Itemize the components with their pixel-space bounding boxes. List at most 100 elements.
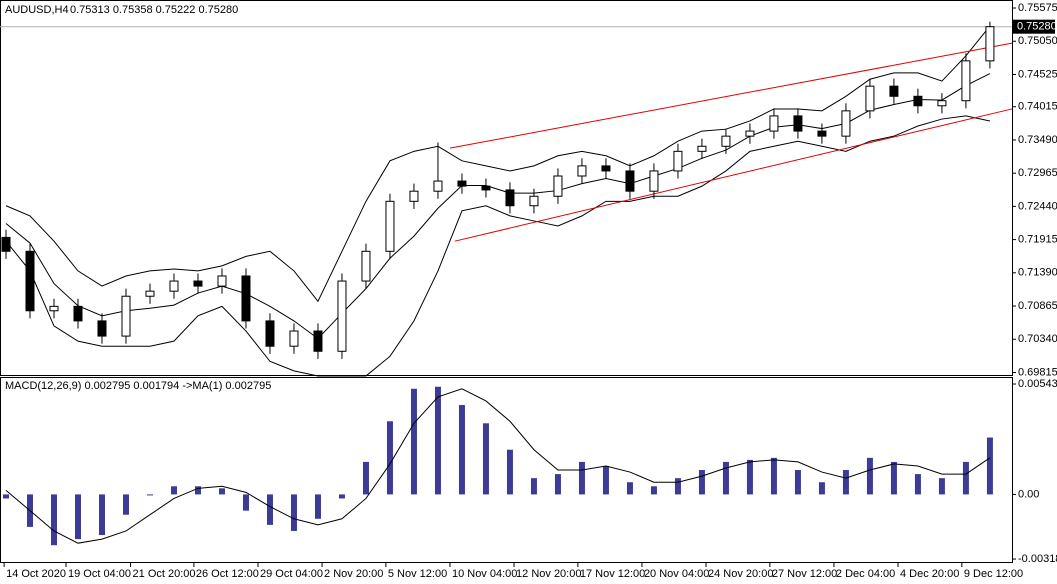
candle-body bbox=[433, 180, 443, 192]
candle-body bbox=[241, 275, 251, 322]
candle-body bbox=[721, 135, 731, 147]
x-tick-label: 19 Oct 04:00 bbox=[68, 568, 131, 580]
candle-body bbox=[697, 145, 707, 152]
x-tick-label: 5 Nov 12:00 bbox=[388, 568, 447, 580]
macd-bar bbox=[506, 449, 513, 495]
candle-body bbox=[625, 170, 635, 192]
y-tick-label: 0.005433 bbox=[1018, 378, 1057, 390]
candle-body bbox=[409, 190, 419, 202]
y-tick-label: 0.70865 bbox=[1018, 300, 1057, 312]
macd-bar bbox=[698, 470, 705, 495]
candle-body bbox=[865, 85, 875, 112]
candle-body bbox=[217, 275, 227, 287]
x-tick-label: 20 Nov 04:00 bbox=[644, 568, 709, 580]
macd-bar bbox=[194, 486, 201, 495]
macd-bar bbox=[530, 478, 537, 495]
band-middle bbox=[5, 73, 991, 340]
channel-line bbox=[454, 108, 1013, 242]
y-tick-label: 0.74525 bbox=[1018, 68, 1057, 80]
candle-body bbox=[649, 170, 659, 192]
candle-body bbox=[913, 95, 923, 107]
macd-bar bbox=[938, 478, 945, 495]
candle-body bbox=[145, 290, 155, 297]
x-tick-label: 24 Nov 20:00 bbox=[708, 568, 773, 580]
macd-bar bbox=[866, 457, 873, 495]
macd-bar bbox=[170, 486, 177, 495]
macd-bar bbox=[290, 494, 297, 531]
candle-body bbox=[289, 330, 299, 347]
macd-bar bbox=[578, 461, 585, 495]
macd-bar bbox=[602, 465, 609, 495]
macd-bar bbox=[818, 482, 825, 495]
macd-bar bbox=[914, 474, 921, 495]
y-tick-label: 0.73490 bbox=[1018, 134, 1057, 146]
macd-bar bbox=[890, 461, 897, 495]
x-tick-label: 2 Nov 20:00 bbox=[324, 568, 383, 580]
candle-body bbox=[73, 305, 83, 322]
candle-body bbox=[937, 100, 947, 107]
macd-bar bbox=[410, 388, 417, 495]
y-tick-label: 0.74015 bbox=[1018, 101, 1057, 113]
candle-body bbox=[817, 130, 827, 137]
candle-body bbox=[361, 250, 371, 282]
x-tick-label: 21 Oct 20:00 bbox=[133, 568, 196, 580]
candle-body bbox=[769, 115, 779, 132]
macd-bar bbox=[458, 405, 465, 495]
x-tick-label: 4 Dec 20:00 bbox=[900, 568, 959, 580]
x-tick-label: 12 Nov 20:00 bbox=[516, 568, 581, 580]
x-tick-label: 27 Nov 12:00 bbox=[772, 568, 837, 580]
y-tick-label: -0.003181 bbox=[1018, 553, 1057, 565]
macd-bar bbox=[482, 423, 489, 495]
x-tick-label: 26 Oct 12:00 bbox=[196, 568, 259, 580]
macd-bar bbox=[218, 488, 225, 495]
y-tick-label: 0.75575 bbox=[1018, 2, 1057, 14]
macd-bar bbox=[722, 461, 729, 495]
macd-signal bbox=[5, 388, 991, 544]
symbol: AUDUSD,H4 bbox=[5, 4, 69, 16]
candle-body bbox=[793, 115, 803, 132]
y-tick-label: 0.71390 bbox=[1018, 267, 1057, 279]
candle-body bbox=[121, 295, 131, 337]
x-tick-label: 17 Nov 12:00 bbox=[580, 568, 645, 580]
macd-bar bbox=[242, 494, 249, 511]
candle-body bbox=[457, 180, 467, 187]
candle-body bbox=[577, 165, 587, 177]
macd-bar bbox=[314, 494, 321, 519]
x-tick-label: 10 Nov 04:00 bbox=[452, 568, 517, 580]
x-tick-label: 29 Oct 04:00 bbox=[260, 568, 323, 580]
macd-bar bbox=[146, 494, 153, 496]
macd-bar bbox=[98, 494, 105, 536]
candle-body bbox=[97, 320, 107, 337]
macd-bar bbox=[338, 494, 345, 499]
y-tick-label: 0.69815 bbox=[1018, 366, 1057, 378]
macd-bar bbox=[266, 494, 273, 525]
candle-body bbox=[265, 320, 275, 347]
candle-body bbox=[961, 60, 971, 102]
candle-body bbox=[505, 189, 515, 207]
candle-body bbox=[745, 130, 755, 137]
candle-body bbox=[193, 280, 203, 287]
candle-body bbox=[673, 150, 683, 172]
macd-bar bbox=[842, 470, 849, 495]
y-tick-label: 0.75050 bbox=[1018, 35, 1057, 47]
band-upper bbox=[5, 25, 991, 303]
main-frame bbox=[0, 0, 1013, 376]
macd-bar bbox=[794, 470, 801, 495]
macd-bar bbox=[626, 482, 633, 495]
band-lower bbox=[5, 115, 991, 377]
macd-bar bbox=[122, 494, 129, 515]
macd-bar bbox=[50, 494, 57, 546]
candle-body bbox=[553, 175, 563, 197]
candle-body bbox=[841, 110, 851, 137]
macd-bar bbox=[434, 386, 441, 495]
y-tick-label: 0.00 bbox=[1018, 488, 1039, 500]
x-tick-label: 2 Dec 04:00 bbox=[836, 568, 895, 580]
candle-body bbox=[49, 305, 59, 312]
y-tick-label: 0.70340 bbox=[1018, 333, 1057, 345]
macd-bar bbox=[554, 474, 561, 495]
macd-bar bbox=[746, 459, 753, 495]
macd-bar bbox=[770, 457, 777, 495]
macd-bar bbox=[386, 421, 393, 495]
x-tick-label: 9 Dec 12:00 bbox=[964, 568, 1023, 580]
